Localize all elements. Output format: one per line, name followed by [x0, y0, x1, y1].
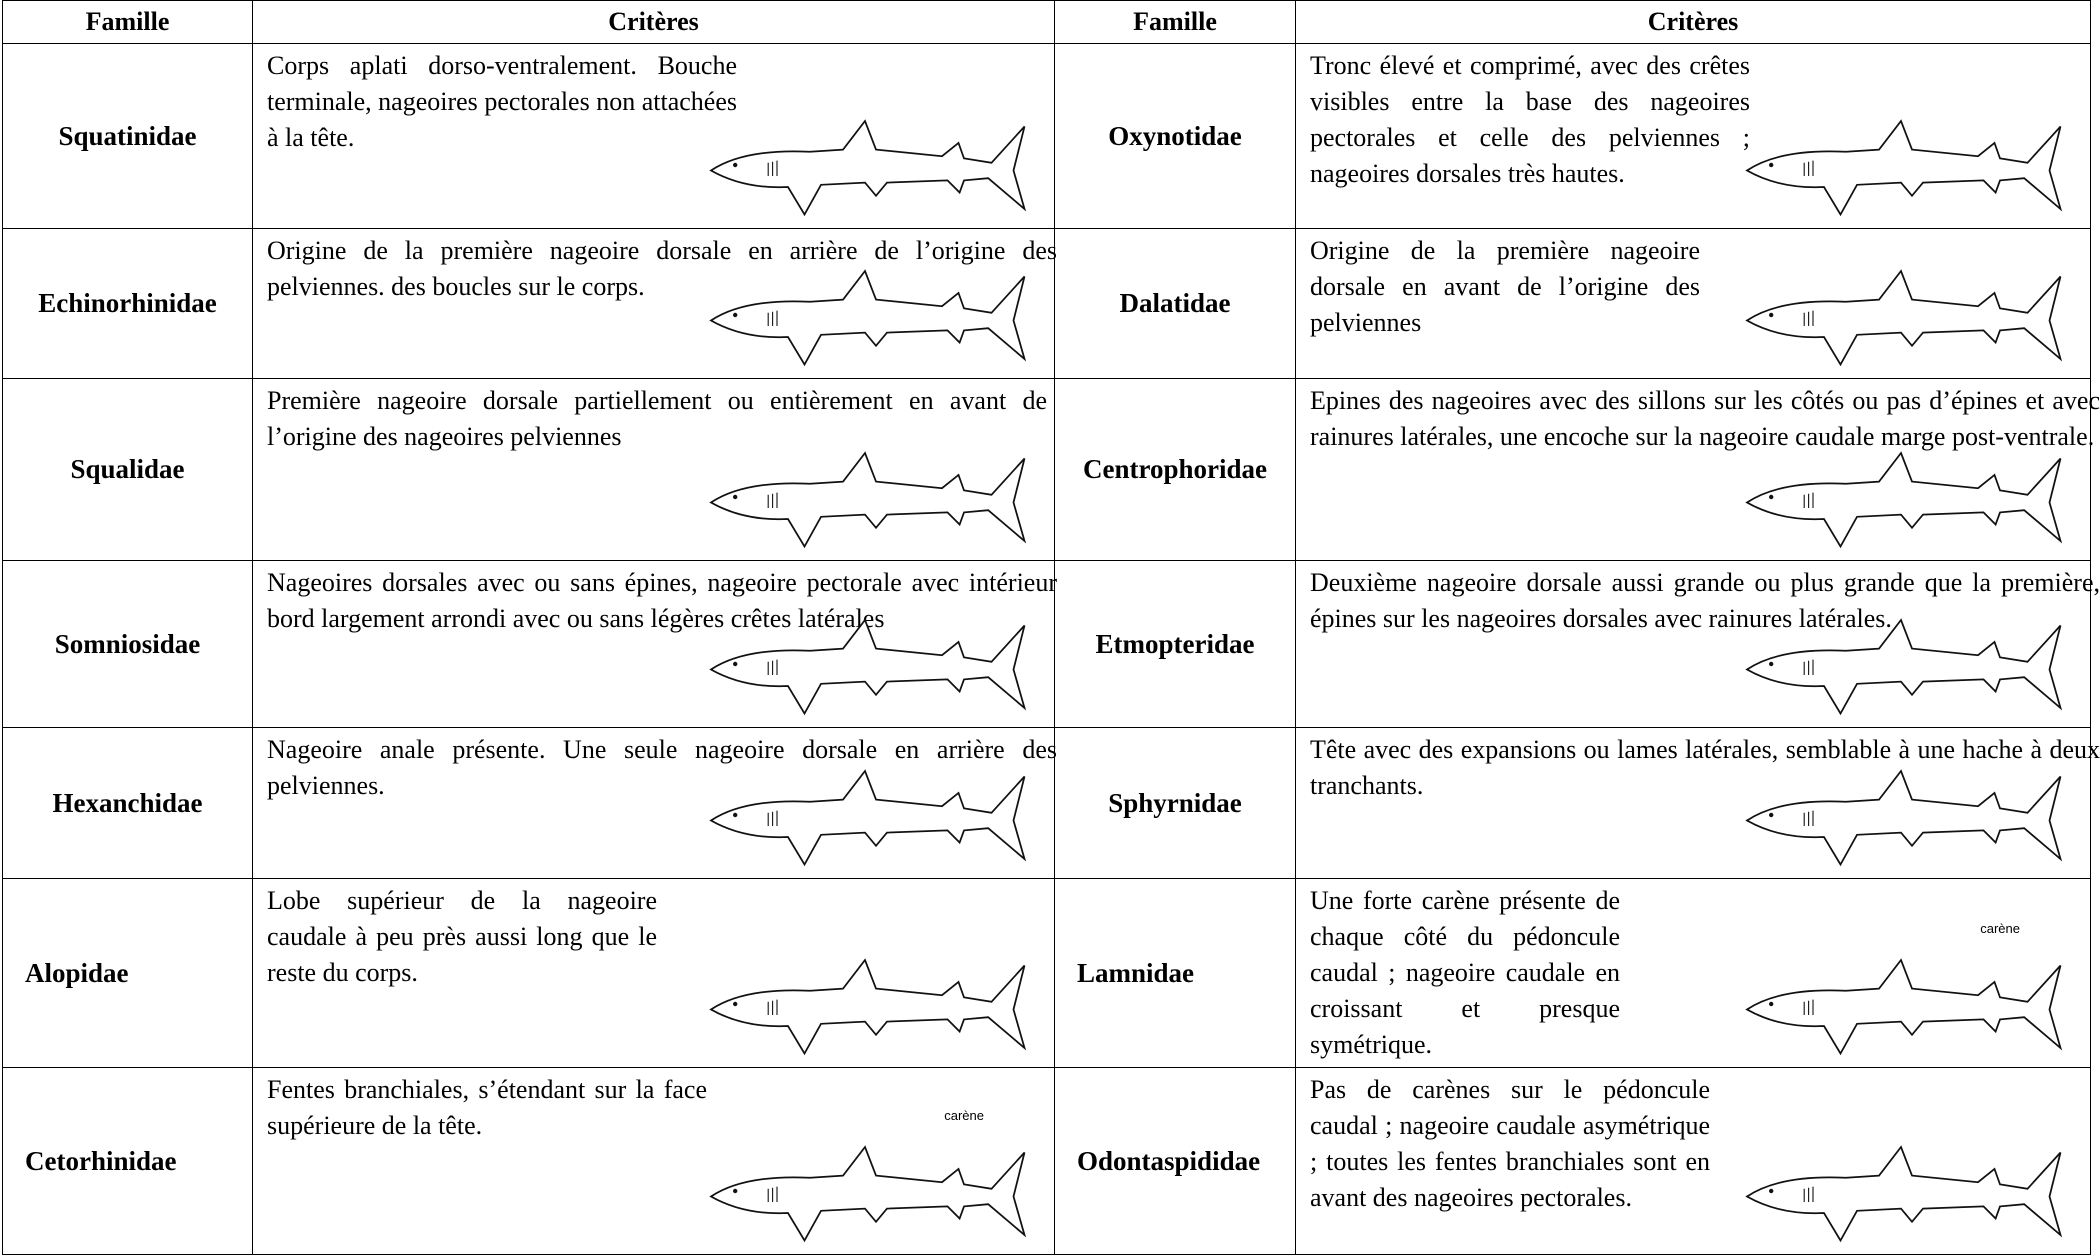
- criteria-cell: Pas de carènes sur le pédoncule caudal ;…: [1295, 1067, 2091, 1255]
- criteria-text: Origine de la première nageoire dorsale …: [1310, 236, 1700, 337]
- header-row: Famille Critères Famille Critères: [2, 0, 2091, 44]
- drawing-annotation: carène: [944, 1108, 984, 1123]
- shark-drawing: [1746, 619, 2062, 715]
- column-header: Critères: [1295, 0, 2091, 44]
- criteria-cell: Lobe supérieur de la nageoire caudale à …: [252, 878, 1055, 1068]
- family-cell: Squatinidae: [2, 43, 253, 229]
- criteria-text: Tête avec des expansions ou lames latéra…: [1310, 735, 2100, 800]
- criteria-cell: Epines des nageoires avec des sillons su…: [1295, 378, 2100, 561]
- family-cell: Oxynotidae: [1054, 43, 1296, 229]
- shark-drawing: [1746, 1146, 2062, 1242]
- shark-drawing: [1746, 120, 2062, 216]
- criteria-cell: Tête avec des expansions ou lames latéra…: [1295, 727, 2100, 879]
- table-row: Squalidae Première nageoire dorsale parti…: [2, 378, 2100, 561]
- shark-drawing: [710, 959, 1026, 1055]
- family-cell: Echinorhinidae: [2, 228, 253, 379]
- table-row: Alopidae Lobe supérieur de la nageoire ca…: [2, 878, 2091, 1068]
- family-cell: Etmopteridae: [1054, 560, 1296, 728]
- criteria-text: Deuxième nageoire dorsale aussi grande o…: [1310, 568, 2100, 633]
- family-cell: Hexanchidae: [2, 727, 253, 879]
- criteria-text: Nageoires dorsales avec ou sans épines, …: [267, 568, 1057, 633]
- criteria-cell: Deuxième nageoire dorsale aussi grande o…: [1295, 560, 2100, 728]
- shark-drawing: [710, 120, 1026, 216]
- criteria-cell: Corps aplati dorso-ventralement. Bouche …: [252, 43, 1055, 229]
- criteria-cell: Première nageoire dorsale partiellement …: [252, 378, 1055, 561]
- criteria-text: Fentes branchiales, s’étendant sur la fa…: [267, 1075, 707, 1140]
- shark-drawing: [1746, 270, 2062, 366]
- table-row: Echinorhinidae Origine de la première nag…: [2, 228, 2091, 379]
- shark-drawing: [710, 619, 1026, 715]
- shark-drawing: [1746, 959, 2062, 1055]
- column-header: Famille: [2, 0, 253, 44]
- criteria-text: Epines des nageoires avec des sillons su…: [1310, 386, 2100, 451]
- family-cell: Somniosidae: [2, 560, 253, 728]
- column-header: Critères: [252, 0, 1055, 44]
- family-cell: Lamnidae: [1054, 878, 1296, 1068]
- criteria-cell: Fentes branchiales, s’étendant sur la fa…: [252, 1067, 1055, 1255]
- family-cell: Dalatidae: [1054, 228, 1296, 379]
- criteria-cell: Nageoire anale présente. Une seule nageo…: [252, 727, 1057, 879]
- table-row: Somniosidae Nageoires dorsales avec ou sa…: [2, 560, 2100, 728]
- table-row: Hexanchidae Nageoire anale présente. Une …: [2, 727, 2100, 879]
- criteria-text: Pas de carènes sur le pédoncule caudal ;…: [1310, 1075, 1710, 1212]
- table-row: Squatinidae Corps aplati dorso-ventraleme…: [2, 43, 2091, 229]
- family-cell: Centrophoridae: [1054, 378, 1296, 561]
- family-cell: Alopidae: [2, 878, 253, 1068]
- family-cell: Sphyrnidae: [1054, 727, 1296, 879]
- shark-drawing: [710, 770, 1026, 866]
- criteria-text: Première nageoire dorsale partiellement …: [267, 386, 1047, 451]
- criteria-text: Nageoire anale présente. Une seule nageo…: [267, 735, 1057, 800]
- shark-drawing: [1746, 452, 2062, 548]
- criteria-text: Lobe supérieur de la nageoire caudale à …: [267, 886, 657, 987]
- criteria-text: Tronc élevé et comprimé, avec des crêtes…: [1310, 51, 1750, 188]
- criteria-text: Origine de la première nageoire dorsale …: [267, 236, 1057, 301]
- criteria-cell: Origine de la première nageoire dorsale …: [1295, 228, 2091, 379]
- drawing-annotation: carène: [1980, 921, 2020, 936]
- shark-drawing: [710, 1146, 1026, 1242]
- criteria-text: Corps aplati dorso-ventralement. Bouche …: [267, 51, 737, 152]
- criteria-cell: Nageoires dorsales avec ou sans épines, …: [252, 560, 1057, 728]
- shark-drawing: [1746, 770, 2062, 866]
- family-cell: Odontaspididae: [1054, 1067, 1296, 1255]
- criteria-cell: Une forte carène présente de chaque côté…: [1295, 878, 2091, 1068]
- shark-drawing: [710, 452, 1026, 548]
- family-cell: Cetorhinidae: [2, 1067, 253, 1255]
- table-row: Cetorhinidae Fentes branchiales, s’étenda…: [2, 1067, 2091, 1255]
- shark-drawing: [710, 270, 1026, 366]
- column-header: Famille: [1054, 0, 1296, 44]
- criteria-cell: Origine de la première nageoire dorsale …: [252, 228, 1057, 379]
- criteria-text: Une forte carène présente de chaque côté…: [1310, 886, 1620, 1059]
- criteria-cell: Tronc élevé et comprimé, avec des crêtes…: [1295, 43, 2091, 229]
- family-cell: Squalidae: [2, 378, 253, 561]
